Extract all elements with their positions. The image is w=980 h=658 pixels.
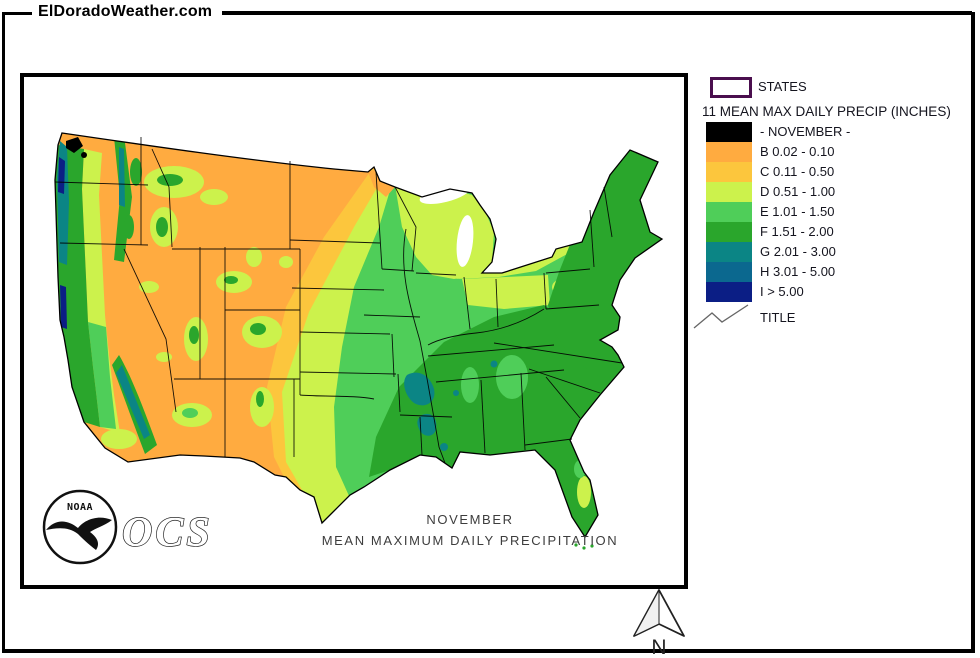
legend-swatch	[706, 222, 752, 242]
legend-title: 11 MEAN MAX DAILY PRECIP (INCHES)	[702, 104, 951, 119]
noaa-label: NOAA	[67, 502, 93, 513]
noaa-logo: NOAA	[42, 489, 118, 565]
map-caption-line1: NOVEMBER	[426, 512, 514, 527]
legend-label: C 0.11 - 0.50	[760, 164, 835, 179]
florida-keys	[574, 543, 594, 550]
legend-label: H 3.01 - 5.00	[760, 264, 836, 279]
legend-label: F 1.51 - 2.00	[760, 224, 834, 239]
ocs-label: OCS	[122, 510, 213, 556]
north-arrow: N	[633, 589, 685, 658]
legend-swatch	[706, 122, 752, 142]
map-caption: NOVEMBER MEAN MAXIMUM DAILY PRECIPITATIO…	[270, 509, 670, 551]
legend-label: G 2.01 - 3.00	[760, 244, 836, 259]
masthead-rule-left	[2, 12, 32, 15]
site-title: ElDoradoWeather.com	[35, 3, 216, 21]
noaa-bird-icon	[46, 517, 112, 550]
legend-states-label: STATES	[758, 79, 807, 94]
legend-label: D 0.51 - 1.00	[760, 184, 836, 199]
legend-swatch	[706, 242, 752, 262]
ocs-logo: OCS	[121, 509, 213, 556]
page-border-left	[2, 12, 5, 653]
legend-states-swatch	[710, 77, 752, 98]
legend-swatch	[706, 182, 752, 202]
legend-swatch	[706, 282, 752, 302]
legend-swatch	[706, 162, 752, 182]
north-arrow-label: N	[651, 636, 666, 658]
us-precipitation-map	[20, 73, 688, 589]
map-caption-line2: MEAN MAXIMUM DAILY PRECIPITATION	[321, 533, 619, 548]
title-line-symbol	[693, 304, 749, 329]
legend-label: - NOVEMBER -	[760, 124, 851, 139]
legend-swatch	[706, 142, 752, 162]
legend-label: E 1.01 - 1.50	[760, 204, 835, 219]
legend-label: I > 5.00	[760, 284, 804, 299]
legend-title-symbol-label: TITLE	[760, 310, 796, 325]
us-outline	[54, 132, 664, 539]
us-map-graphic	[54, 132, 664, 550]
page-border-right	[971, 12, 975, 653]
page-border-bottom	[2, 649, 975, 653]
masthead-rule-right	[222, 11, 972, 15]
legend-swatch	[706, 202, 752, 222]
legend-swatch	[706, 262, 752, 282]
legend-label: B 0.02 - 0.10	[760, 144, 835, 159]
